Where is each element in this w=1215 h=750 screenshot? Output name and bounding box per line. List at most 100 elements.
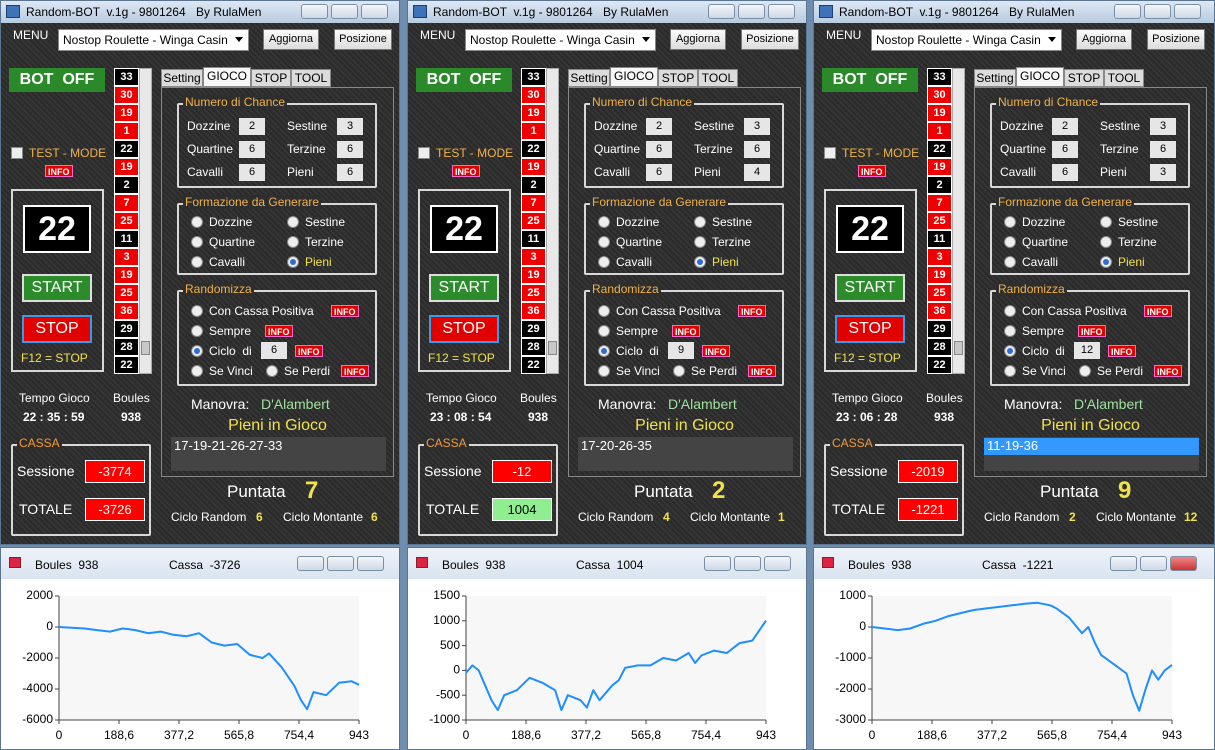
bot-status[interactable]: BOT OFF	[416, 68, 512, 92]
info-badge[interactable]: INFO	[341, 365, 369, 377]
radio-button[interactable]	[598, 236, 610, 248]
radio-button[interactable]	[191, 325, 203, 337]
formazione-option[interactable]: Dozzine	[209, 215, 253, 229]
radio-button[interactable]	[694, 236, 706, 248]
radio-button[interactable]	[287, 256, 299, 268]
tab[interactable]: STOP	[1064, 69, 1104, 87]
radio-button[interactable]	[1004, 236, 1016, 248]
radio-button[interactable]	[287, 216, 299, 228]
tab[interactable]: GIOCO	[1016, 67, 1064, 87]
bot-status[interactable]: BOT OFF	[9, 68, 105, 92]
radio-button[interactable]	[598, 365, 610, 377]
window-button[interactable]	[1170, 556, 1197, 571]
window-button[interactable]	[708, 4, 735, 19]
tab[interactable]: Setting	[161, 69, 203, 87]
tab[interactable]: TOOL	[1104, 69, 1144, 87]
radio-button[interactable]	[598, 305, 610, 317]
tab[interactable]: STOP	[251, 69, 291, 87]
formazione-option[interactable]: Pieni	[1118, 255, 1145, 269]
menu-label[interactable]: MENU	[420, 28, 456, 42]
radio-button[interactable]	[673, 365, 685, 377]
formazione-option[interactable]: Quartine	[1022, 235, 1069, 249]
radio-button[interactable]	[694, 216, 706, 228]
formazione-option[interactable]: Pieni	[305, 255, 332, 269]
scrollbar[interactable]	[139, 68, 152, 374]
formazione-option[interactable]: Cavalli	[1022, 255, 1059, 269]
randomizza-option[interactable]: Sempre	[616, 324, 659, 338]
pieni-item[interactable]: 17-20-26-35	[581, 438, 652, 453]
radio-button[interactable]	[1004, 256, 1016, 268]
randomizza-option[interactable]: Sempre	[1022, 324, 1065, 338]
randomizza-option[interactable]: Ciclo di	[1022, 344, 1065, 358]
formazione-option[interactable]: Quartine	[616, 235, 663, 249]
formazione-option[interactable]: Sestine	[1118, 215, 1159, 229]
tab[interactable]: GIOCO	[610, 67, 658, 87]
window-button[interactable]	[768, 4, 795, 19]
formazione-option[interactable]: Dozzine	[1022, 215, 1066, 229]
window-button[interactable]	[331, 4, 358, 19]
formazione-option[interactable]: Cavalli	[616, 255, 653, 269]
formazione-option[interactable]: Terzine	[305, 235, 344, 249]
formazione-option[interactable]: Terzine	[712, 235, 751, 249]
stop-button[interactable]: STOP	[429, 315, 499, 343]
bot-status[interactable]: BOT OFF	[822, 68, 918, 92]
radio-button[interactable]	[191, 305, 203, 317]
radio-button[interactable]	[287, 236, 299, 248]
info-badge[interactable]: INFO	[858, 165, 886, 177]
radio-button[interactable]	[1100, 216, 1112, 228]
pieni-item[interactable]: 11-19-36	[984, 438, 1199, 455]
tab[interactable]: STOP	[658, 69, 698, 87]
radio-button[interactable]	[1004, 345, 1016, 357]
radio-button[interactable]	[1079, 365, 1091, 377]
radio-button[interactable]	[191, 236, 203, 248]
scroll-thumb[interactable]	[954, 341, 963, 355]
radio-button[interactable]	[598, 256, 610, 268]
formazione-option[interactable]: Sestine	[712, 215, 753, 229]
radio-button[interactable]	[266, 365, 278, 377]
info-badge[interactable]: INFO	[1144, 305, 1172, 317]
radio-button[interactable]	[1100, 236, 1112, 248]
radio-button[interactable]	[1004, 216, 1016, 228]
radio-button[interactable]	[1004, 325, 1016, 337]
casino-select[interactable]: Nostop Roulette - Winga Casin	[871, 29, 1062, 51]
radio-button[interactable]	[598, 325, 610, 337]
stop-button[interactable]: STOP	[22, 315, 92, 343]
info-badge[interactable]: INFO	[672, 325, 700, 337]
randomizza-option[interactable]: Se Perdi	[1097, 364, 1144, 378]
menu-label[interactable]: MENU	[826, 28, 862, 42]
menu-label[interactable]: MENU	[13, 28, 49, 42]
radio-button[interactable]	[1004, 305, 1016, 317]
menu-button[interactable]: Aggiorna	[263, 29, 319, 50]
window-button[interactable]	[734, 556, 761, 571]
window-button[interactable]	[1140, 556, 1167, 571]
radio-button[interactable]	[598, 216, 610, 228]
formazione-option[interactable]: Dozzine	[616, 215, 660, 229]
randomizza-option[interactable]: Con Cassa Positiva	[616, 304, 721, 318]
info-badge[interactable]: INFO	[295, 345, 323, 357]
tab[interactable]: GIOCO	[203, 67, 251, 87]
menu-button[interactable]: Posizione	[334, 29, 392, 50]
casino-select[interactable]: Nostop Roulette - Winga Casin	[465, 29, 656, 51]
window-button[interactable]	[738, 4, 765, 19]
radio-button[interactable]	[1004, 365, 1016, 377]
formazione-option[interactable]: Pieni	[712, 255, 739, 269]
randomizza-option[interactable]: Sempre	[209, 324, 252, 338]
window-button[interactable]	[327, 556, 354, 571]
radio-button[interactable]	[191, 345, 203, 357]
scrollbar[interactable]	[546, 68, 559, 374]
menu-button[interactable]: Aggiorna	[1076, 29, 1132, 50]
window-button[interactable]	[357, 556, 384, 571]
ciclo-value[interactable]: 6	[261, 342, 287, 359]
scroll-thumb[interactable]	[548, 341, 557, 355]
window-button[interactable]	[1144, 4, 1171, 19]
formazione-option[interactable]: Quartine	[209, 235, 256, 249]
window-button[interactable]	[361, 4, 388, 19]
info-badge[interactable]: INFO	[1154, 365, 1182, 377]
radio-button[interactable]	[598, 345, 610, 357]
tab[interactable]: TOOL	[291, 69, 331, 87]
tab[interactable]: Setting	[974, 69, 1016, 87]
radio-button[interactable]	[191, 365, 203, 377]
casino-select[interactable]: Nostop Roulette - Winga Casin	[58, 29, 249, 51]
menu-button[interactable]: Posizione	[1147, 29, 1205, 50]
formazione-option[interactable]: Sestine	[305, 215, 346, 229]
